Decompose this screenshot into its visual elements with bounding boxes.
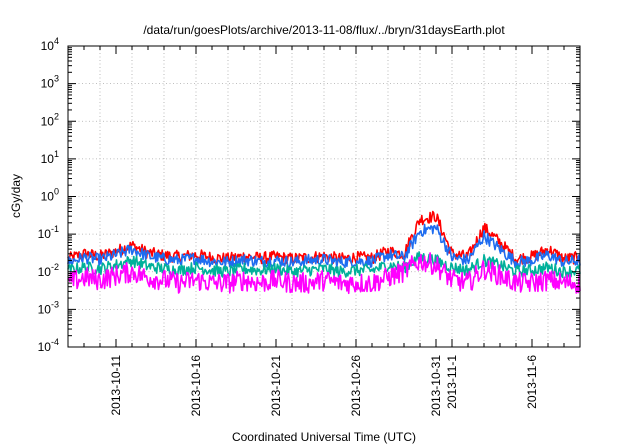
y-tick-label-exponent: -3 [51,299,59,309]
y-tick-label-exponent: 1 [54,149,59,159]
y-tick-label-base: 10 [38,227,52,241]
y-tick-label: 10-1 [38,224,59,241]
y-tick-label-exponent: 0 [54,187,59,197]
y-tick-label-exponent: -1 [51,224,59,234]
grid [68,46,580,347]
y-tick-label-base: 10 [41,39,55,53]
y-tick-label: 102 [41,111,59,128]
y-tick-label-base: 10 [41,152,55,166]
y-tick-label-base: 10 [38,265,52,279]
series-line-1 [67,210,581,265]
y-tick-label-exponent: 2 [54,111,59,121]
y-tick-label: 100 [41,187,59,204]
y-tick-label-base: 10 [41,190,55,204]
x-tick-label: 2013-10-26 [349,355,363,417]
chart-title: /data/run/goesPlots/archive/2013-11-08/f… [143,23,505,37]
series-lines [67,210,581,295]
y-tick-label-exponent: -4 [51,337,59,347]
y-tick-label: 103 [41,74,59,91]
y-axis-label: cGy/day [9,174,23,218]
y-tick-label: 10-4 [38,337,59,354]
series-line-3 [67,251,581,279]
x-tick-label: 2013-10-31 [429,355,443,417]
y-tick-label: 10-2 [38,262,59,279]
series-line-4 [67,252,581,295]
y-tick-label-exponent: 3 [54,74,59,84]
y-tick-label-exponent: -2 [51,262,59,272]
y-tick-label-base: 10 [41,114,55,128]
x-tick-labels: 2013-10-11 2013-10-16 2013-10-21 2013-10-26… [109,355,539,417]
y-tick-label-base: 10 [38,302,52,316]
y-tick-label: 101 [41,149,59,166]
y-tick-label: 10-3 [38,299,59,316]
series-line-2 [67,223,581,269]
x-axis-label: Coordinated Universal Time (UTC) [232,430,416,444]
x-tick-label: 2013-10-21 [269,355,283,417]
x-tick-label: 2013-10-11 [109,355,123,416]
x-tick-label: 2013-10-16 [189,355,203,417]
y-tick-label: 104 [41,36,59,53]
ticks [68,45,580,348]
x-tick-label: 2013-11-1 [445,355,459,409]
x-tick-label: 2013-11-6 [525,355,539,409]
y-tick-label-base: 10 [41,77,55,91]
y-tick-label-base: 10 [38,340,52,354]
y-tick-label-exponent: 4 [54,36,59,46]
